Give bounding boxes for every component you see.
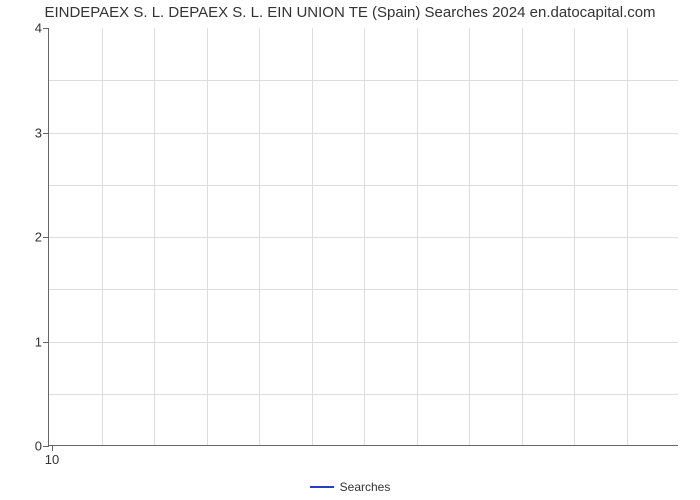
x-axis-label: 10 [45,452,59,467]
gridline-vertical [417,28,418,445]
y-tick [43,28,49,29]
y-axis-label: 4 [2,21,42,36]
gridline-vertical [312,28,313,445]
legend-swatch [310,486,334,488]
gridline-vertical [154,28,155,445]
plot-area [48,28,678,446]
gridline-vertical [364,28,365,445]
y-tick [43,342,49,343]
gridline-vertical [522,28,523,445]
x-tick [52,445,53,451]
gridline-vertical [627,28,628,445]
gridline-vertical [102,28,103,445]
y-axis-label: 1 [2,334,42,349]
legend-label: Searches [340,480,391,494]
gridline-vertical [259,28,260,445]
y-axis-label: 3 [2,125,42,140]
gridline-vertical [469,28,470,445]
y-axis-label: 0 [2,439,42,454]
gridline-vertical [207,28,208,445]
legend: Searches [0,479,700,494]
y-tick [43,237,49,238]
y-tick [43,133,49,134]
y-tick [43,446,49,447]
line-chart: EINDEPAEX S. L. DEPAEX S. L. EIN UNION T… [0,0,700,500]
chart-title: EINDEPAEX S. L. DEPAEX S. L. EIN UNION T… [0,4,700,21]
y-axis-label: 2 [2,230,42,245]
gridline-vertical [574,28,575,445]
